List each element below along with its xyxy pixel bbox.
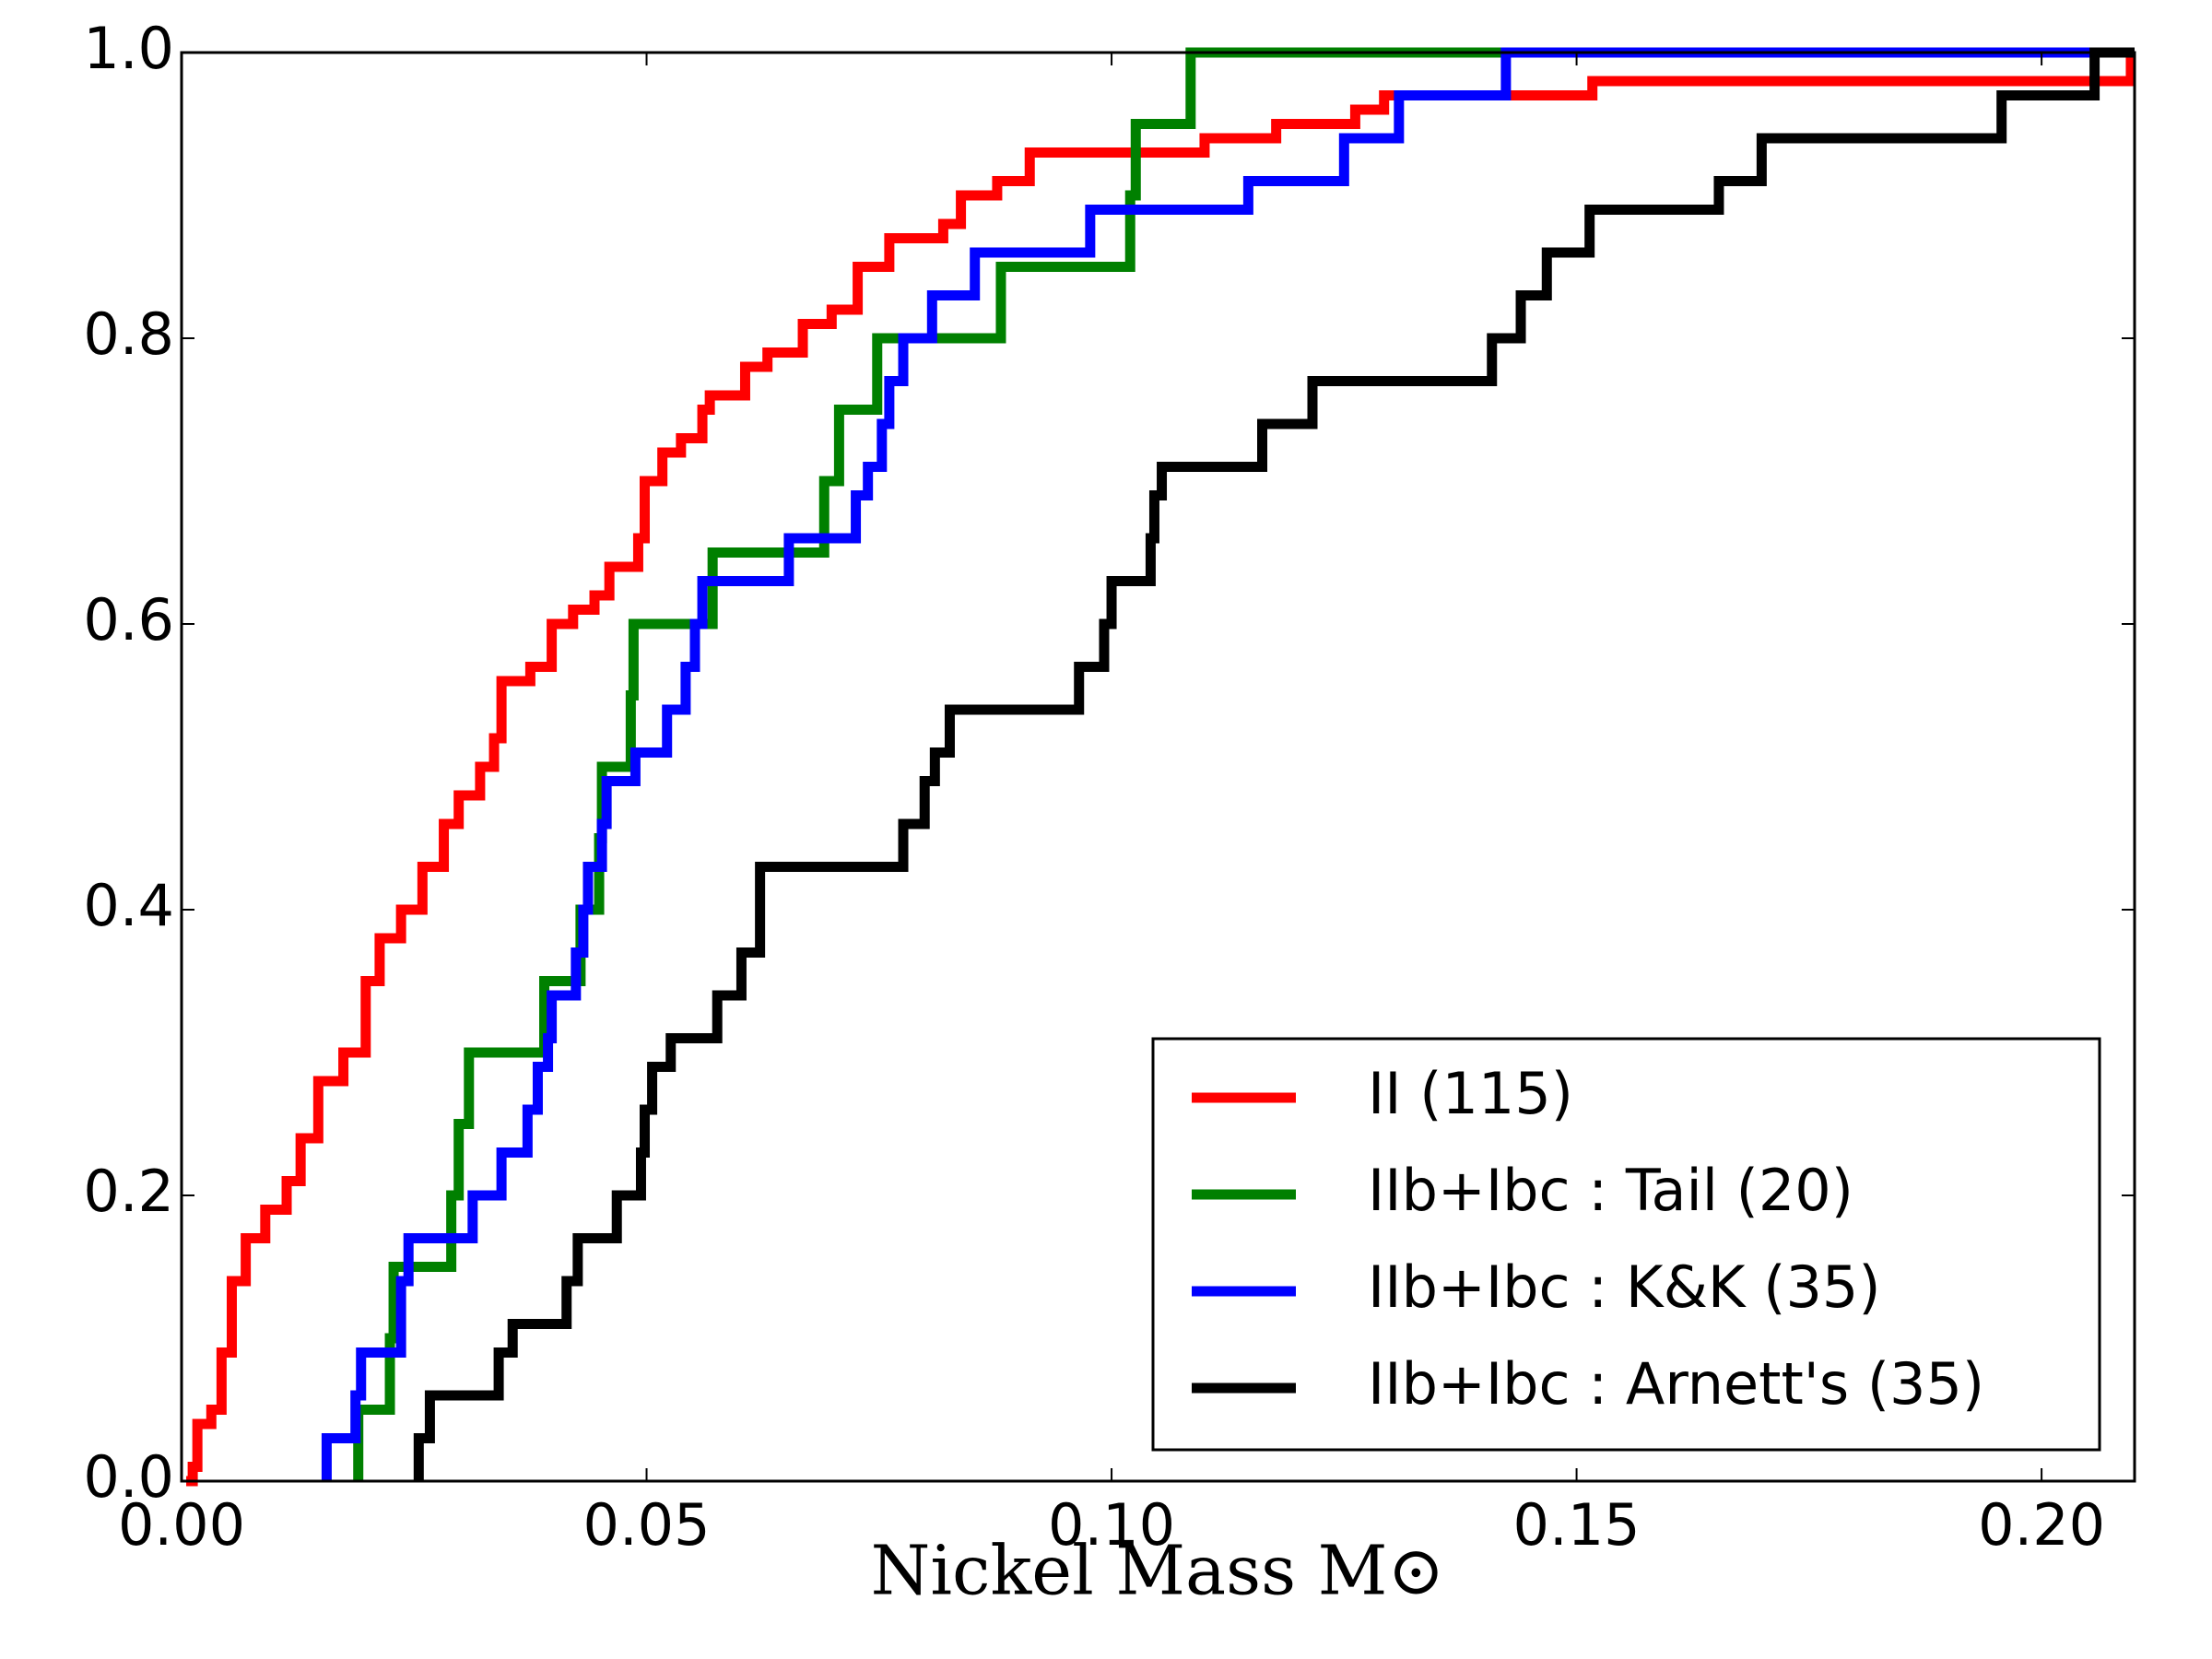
legend-label: IIb+Ibc : Tail (20) (1368, 1157, 1853, 1224)
y-tick-label: 1.0 (83, 15, 174, 82)
series-line (186, 47, 2135, 1487)
y-tick-label: 0.4 (83, 872, 174, 939)
y-tick-label: 0.6 (83, 586, 174, 653)
x-tick-label: 0.20 (1978, 1491, 2105, 1559)
x-axis-label: Nickel Mass M⊙ (871, 1531, 1445, 1610)
x-tick-label: 0.10 (1048, 1491, 1175, 1559)
legend-label: IIb+Ibc : Arnett's (35) (1368, 1350, 1984, 1418)
legend-label: II (115) (1368, 1060, 1573, 1127)
x-tick-label: 0.15 (1513, 1491, 1641, 1559)
series-line (413, 47, 2135, 1481)
legend: II (115) IIb+Ibc : Tail (20) IIb+Ibc : K&K… (1151, 1037, 2101, 1452)
plot-frame (180, 51, 2136, 1483)
y-tick-label: 0.8 (83, 300, 174, 368)
series-line (321, 47, 2135, 1481)
y-tick-label: 0.2 (83, 1158, 174, 1225)
legend-label: IIb+Ibc : K&K (35) (1368, 1253, 1881, 1321)
legend-frame (1151, 1037, 2101, 1452)
x-tick-label: 0.05 (583, 1491, 711, 1559)
y-tick-label: 0.0 (83, 1443, 174, 1511)
x-tick-label: 0.00 (118, 1491, 245, 1559)
